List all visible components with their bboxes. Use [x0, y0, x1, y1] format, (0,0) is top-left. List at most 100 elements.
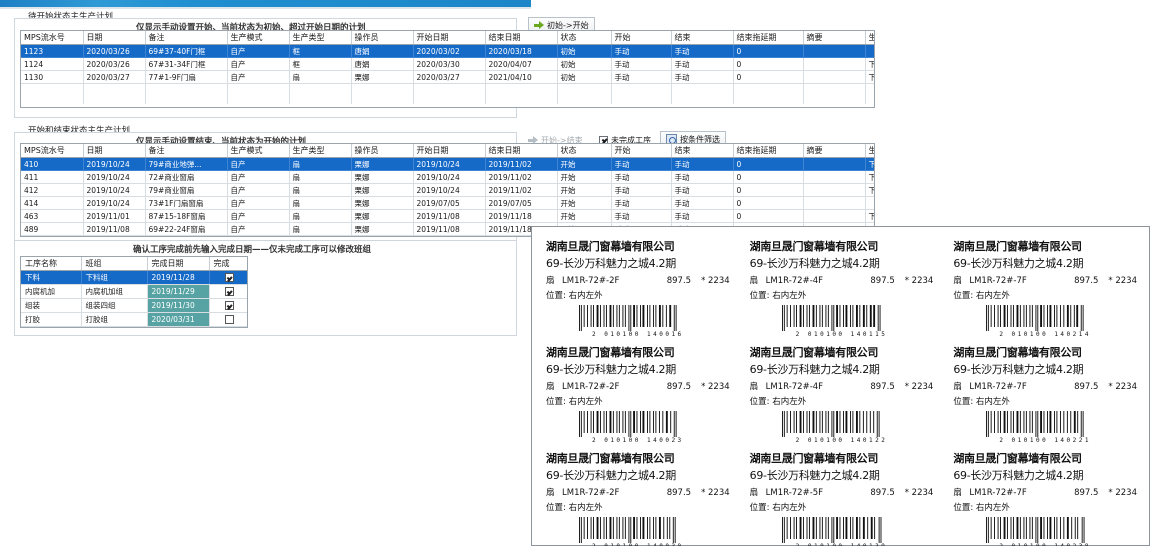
table-cell[interactable]: 栗娜 [351, 170, 414, 184]
column-header[interactable]: 开始 [611, 31, 672, 45]
table-cell[interactable]: 手动 [671, 209, 734, 223]
table-cell[interactable]: 2019/10/24 [83, 196, 146, 210]
table-cell[interactable]: 412 [21, 183, 84, 197]
column-header[interactable]: 状态 [557, 144, 612, 158]
table-row[interactable]: 463 2019/11/01 87#15-18F窗扇 自产扇栗娜 2019/11/08 2… [21, 209, 874, 223]
table-cell[interactable]: 手动 [611, 157, 672, 171]
column-header[interactable]: 操作员 [351, 31, 414, 45]
table-row[interactable]: 412 2019/10/24 79#商业窗扇 自产扇栗娜 2019/10/24 2019/… [21, 183, 874, 197]
table-cell[interactable]: 1130 [21, 70, 84, 84]
table-cell[interactable]: 初始 [557, 44, 612, 58]
table-cell[interactable]: 1124 [21, 57, 84, 71]
table-cell[interactable]: 2020/03/18 [485, 44, 558, 58]
column-header[interactable]: 结束日期 [485, 31, 558, 45]
table-cell[interactable]: 下料组 [865, 57, 874, 71]
print-label[interactable]: 湖南旦晟门窗幕墙有限公司 69-长沙万科魅力之城4.2期扇 LM1R-72#-2F 8… [536, 338, 740, 444]
table-row[interactable]: 410 2019/10/24 79#商业地弹... 自产扇栗娜 2019/10/24 20… [21, 157, 874, 171]
completion-checkbox-cell[interactable] [209, 312, 247, 327]
table-cell[interactable]: 手动 [611, 70, 672, 84]
table-cell[interactable] [803, 57, 866, 71]
table-cell[interactable]: 77#1-9F门扇 [145, 70, 228, 84]
column-header[interactable]: 结束拖延期 [733, 144, 804, 158]
table-cell[interactable]: 扇 [289, 70, 352, 84]
table-cell[interactable]: 手动 [671, 157, 734, 171]
completion-checkbox-cell[interactable] [209, 270, 247, 285]
column-header[interactable]: 生产班组 [865, 144, 874, 158]
table-cell[interactable]: 框 [289, 44, 352, 58]
checkbox-icon[interactable] [224, 287, 234, 297]
checkbox-icon[interactable] [224, 301, 234, 311]
table-row[interactable]: 489 2019/11/08 69#22-24F窗扇 自产扇栗娜 2019/11/08 2… [21, 222, 874, 236]
column-header[interactable]: 结束 [671, 31, 734, 45]
table-cell[interactable]: 2020/04/07 [485, 57, 558, 71]
section2-grid[interactable]: MPS流水号 日期 备注 生产模式 生产类型 操作员 开始日期 结束日期 状态 开始 结束 结束拖延期… [20, 143, 875, 237]
table-cell[interactable] [865, 44, 874, 58]
table-cell[interactable]: 自产 [227, 57, 290, 71]
table-cell[interactable]: 手动 [611, 57, 672, 71]
column-header[interactable]: 生产类型 [289, 144, 352, 158]
table-row[interactable]: 内腐机加 内腐机加组 2019/11/29 [21, 284, 247, 299]
table-cell[interactable]: 2019/11/08 [83, 222, 146, 236]
table-cell[interactable] [803, 157, 866, 171]
table-cell[interactable]: 开始 [557, 170, 612, 184]
table-row[interactable]: 1123 2020/03/26 69#37-40F门框 自产框唐娟 2020/03/02… [21, 44, 874, 58]
table-cell[interactable]: 初始 [557, 57, 612, 71]
table-cell[interactable] [865, 196, 874, 210]
table-cell[interactable]: 2019/10/24 [413, 157, 486, 171]
table-cell[interactable]: 2021/04/10 [485, 70, 558, 84]
table-cell[interactable]: 2019/10/24 [83, 170, 146, 184]
table-cell[interactable]: 411 [21, 170, 84, 184]
table-cell[interactable]: 开始 [557, 183, 612, 197]
table-cell[interactable]: 0 [733, 44, 804, 58]
table-cell[interactable]: 栗娜 [351, 209, 414, 223]
process-name-cell[interactable]: 下料 [21, 270, 82, 285]
table-cell[interactable]: 69#37-40F门框 [145, 44, 228, 58]
table-row[interactable]: 1130 2020/03/27 77#1-9F门扇 自产扇栗娜 2020/03/27 20… [21, 70, 874, 84]
column-header[interactable]: 日期 [83, 144, 146, 158]
table-cell[interactable]: 自产 [227, 183, 290, 197]
table-cell[interactable]: 2019/10/24 [413, 183, 486, 197]
column-header[interactable]: 生产模式 [227, 31, 290, 45]
table-cell[interactable]: 2020/03/30 [413, 57, 486, 71]
column-header[interactable]: 完成 [209, 257, 247, 271]
process-name-cell[interactable]: 打胶 [21, 312, 82, 327]
column-header[interactable]: 结束 [671, 144, 734, 158]
table-cell[interactable]: 2020/03/02 [413, 44, 486, 58]
team-cell[interactable]: 打胶组 [81, 312, 148, 327]
table-cell[interactable]: 410 [21, 157, 84, 171]
completion-date-cell[interactable]: 2019/11/30 [147, 298, 210, 313]
table-cell[interactable]: 2019/11/18 [485, 209, 558, 223]
table-cell[interactable]: 栗娜 [351, 222, 414, 236]
table-cell[interactable]: 2019/10/24 [83, 183, 146, 197]
table-row[interactable]: 1124 2020/03/26 67#31-34F门框 自产框唐娟 2020/03/30… [21, 57, 874, 71]
table-cell[interactable]: 2020/03/26 [83, 44, 146, 58]
table-cell[interactable]: 0 [733, 209, 804, 223]
table-cell[interactable] [803, 183, 866, 197]
table-cell[interactable]: 扇 [289, 157, 352, 171]
completion-checkbox-cell[interactable] [209, 284, 247, 299]
column-header[interactable]: 工序名称 [21, 257, 82, 271]
table-cell[interactable]: 0 [733, 170, 804, 184]
table-cell[interactable]: 2019/11/02 [485, 170, 558, 184]
table-cell[interactable]: 手动 [671, 44, 734, 58]
completion-date-cell[interactable]: 2019/11/28 [147, 270, 210, 285]
table-cell[interactable]: 2020/03/27 [83, 70, 146, 84]
print-label[interactable]: 湖南旦晟门窗幕墙有限公司 69-长沙万科魅力之城4.2期扇 LM1R-72#-7F 8… [943, 444, 1147, 546]
table-cell[interactable]: 手动 [611, 170, 672, 184]
table-cell[interactable]: 1123 [21, 44, 84, 58]
column-header[interactable]: MPS流水号 [21, 144, 84, 158]
column-header[interactable]: 开始 [611, 144, 672, 158]
table-cell[interactable] [803, 170, 866, 184]
column-header[interactable]: 结束日期 [485, 144, 558, 158]
table-cell[interactable]: 0 [733, 183, 804, 197]
table-cell[interactable]: 开始 [557, 157, 612, 171]
table-cell[interactable]: 下料组 [865, 70, 874, 84]
process-name-cell[interactable]: 内腐机加 [21, 284, 82, 299]
table-cell[interactable]: 唐娟 [351, 57, 414, 71]
table-cell[interactable]: 栗娜 [351, 157, 414, 171]
table-cell[interactable]: 2019/10/24 [83, 157, 146, 171]
column-header[interactable]: 结束拖延期 [733, 31, 804, 45]
table-cell[interactable]: 扇 [289, 183, 352, 197]
table-cell[interactable]: 2020/03/27 [413, 70, 486, 84]
process-name-cell[interactable]: 组装 [21, 298, 82, 313]
